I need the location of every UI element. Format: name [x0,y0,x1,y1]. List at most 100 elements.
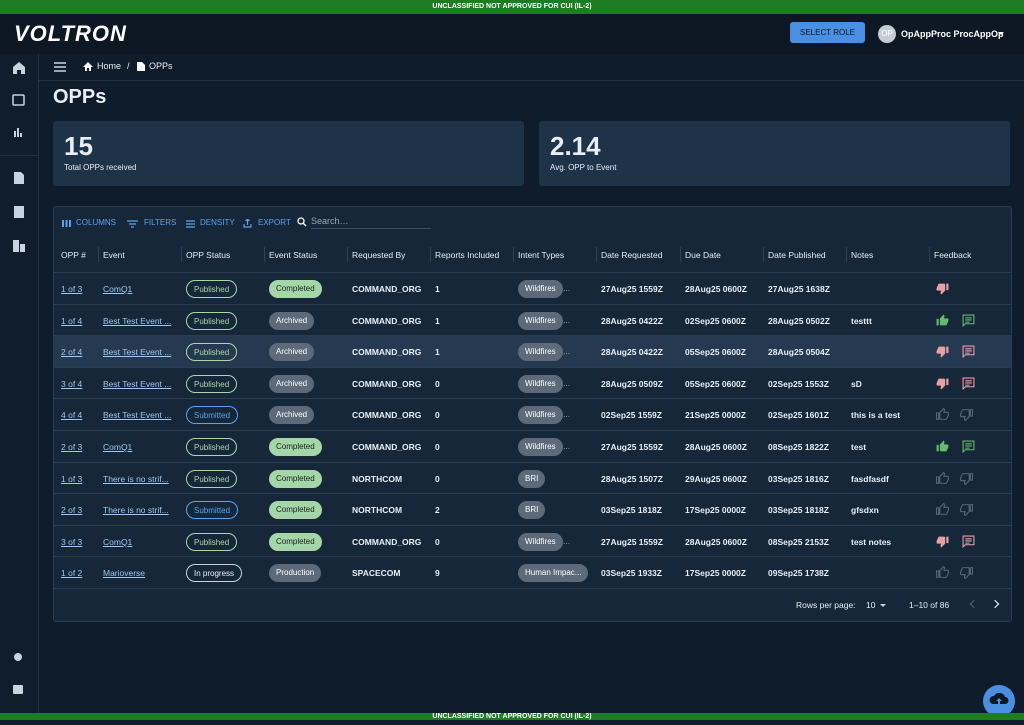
comment-icon[interactable] [962,314,975,327]
due-date: 05Sep25 0600Z [685,378,746,389]
filters-button[interactable]: FILTERS [144,218,177,227]
thumb-down[interactable] [936,345,949,358]
thumb-up[interactable] [936,471,949,485]
date-requested: 28Aug25 1507Z [601,473,663,484]
event-link[interactable]: There is no strif... [103,505,169,516]
event-link[interactable]: ComQ1 [103,284,133,294]
event-link[interactable]: Best Test Event ... [103,315,172,326]
thumb-down[interactable] [960,472,973,485]
opp-link[interactable]: 1 of 4 [61,315,83,326]
sidebar-icons [0,62,38,694]
intent-chip: BRI [518,469,546,488]
event-link[interactable]: Best Test Event ... [103,378,172,389]
opp-status-chip: Submitted [186,501,239,520]
event-status-chip: Completed [269,469,322,488]
column-header: OPP # [61,250,86,260]
nav-settings[interactable] [14,653,22,661]
event-status-chip: Completed [269,438,322,456]
thumb-down[interactable] [936,377,949,390]
user-menu-caret[interactable] [997,31,1005,37]
event-link[interactable]: Marioverse [103,568,146,579]
comment-icon[interactable] [962,535,975,548]
thumb-down[interactable] [960,503,973,517]
breadcrumb-current: OPPs [149,61,173,71]
nav-clipboard[interactable] [14,206,24,218]
event-link[interactable]: There is no strif... [103,473,169,484]
header-divider [54,272,1011,273]
thumb-down[interactable] [960,408,973,422]
opp-link[interactable]: 1 of 3 [61,284,83,294]
classification-banner-bottom: UNCLASSIFIED NOT APPROVED FOR CUI (IL-2) [0,713,1024,720]
table-row: 1 of 2 Marioverse In progress Production SPA… [54,557,1011,589]
column-header: OPP Status [186,250,231,260]
select-role-button[interactable]: SELECT ROLE [790,22,865,43]
comment-icon[interactable] [962,440,975,453]
date-published: 09Sep25 1738Z [768,568,829,579]
date-published: 08Sep25 2153Z [768,536,829,547]
date-published: 28Aug25 0504Z [768,347,830,358]
nav-calendar[interactable] [12,94,25,106]
nav-buildings[interactable] [13,240,25,252]
event-link[interactable]: Best Test Event ... [103,347,172,358]
opp-link[interactable]: 4 of 4 [61,410,83,421]
opp-link[interactable]: 2 of 3 [61,442,83,452]
nav-home[interactable] [13,62,25,74]
notes: testtt [851,315,872,326]
column-separator [596,247,597,262]
column-header: Due Date [685,250,721,260]
table-row: 1 of 3 ComQ1 Published Completed COMMAND_ORG… [54,273,1011,305]
nav-feedback[interactable] [13,685,23,694]
opp-status-chip: Published [186,374,238,393]
event-link[interactable]: ComQ1 [103,536,133,547]
thumb-down[interactable] [936,535,949,548]
page-title: OPPs [53,86,107,108]
comment-icon[interactable] [962,345,975,359]
stat-label: Total OPPs received [64,163,137,172]
thumb-up[interactable] [936,314,949,327]
date-published: 08Sep25 1822Z [768,442,829,452]
breadcrumb-separator: / [127,61,130,71]
intent-chip: Wildfires [518,438,563,456]
search-input[interactable]: Search… [311,216,431,229]
avatar[interactable]: OP [878,25,896,43]
thumb-up[interactable] [936,408,949,421]
event-link[interactable]: Best Test Event ... [103,410,172,421]
export-button[interactable]: EXPORT [258,218,291,227]
opp-link[interactable]: 1 of 2 [61,568,83,579]
breadcrumb-home[interactable]: Home [97,61,122,71]
event-status-chip: Archived [269,374,315,393]
comment-icon[interactable] [962,377,975,390]
search-icon [297,217,307,227]
filters-icon [127,220,138,228]
opp-link[interactable]: 3 of 3 [61,536,83,547]
date-published: 03Sep25 1816Z [768,473,829,484]
due-date: 28Aug25 0600Z [685,442,747,452]
density-button[interactable]: DENSITY [200,218,235,227]
user-name[interactable]: OpAppProc ProcAppOp [901,29,1004,39]
thumb-up[interactable] [936,440,949,453]
thumb-up[interactable] [936,503,949,516]
next-page[interactable] [990,599,1000,609]
opp-link[interactable]: 2 of 4 [61,347,83,358]
thumb-up[interactable] [936,566,949,579]
columns-button[interactable]: COLUMNS [76,218,117,227]
prev-page[interactable] [969,599,979,609]
rows-per-page-select[interactable]: 10 [866,600,876,610]
data-grid: COLUMNS FILTERS DENSITY EXPORT Search… O… [53,206,1012,622]
opp-link[interactable]: 3 of 4 [61,378,83,389]
date-requested: 28Aug25 0422Z [601,347,663,358]
opp-link[interactable]: 2 of 3 [61,505,83,516]
nav-analytics[interactable] [14,128,22,137]
due-date: 17Sep25 0000Z [685,568,746,579]
thumb-down[interactable] [960,566,973,580]
logo[interactable]: VOLTRON [14,21,127,46]
date-published: 03Sep25 1818Z [768,505,829,516]
nav-documents[interactable] [14,172,24,184]
thumb-down[interactable] [936,282,949,295]
intent-chip: Wildfires [518,280,563,298]
opp-link[interactable]: 1 of 3 [61,473,83,484]
event-link[interactable]: ComQ1 [103,442,133,452]
stat-card: 2.14 Avg. OPP to Event [539,121,1010,186]
upload-fab[interactable] [983,685,1015,717]
menu-toggle[interactable] [54,62,66,72]
